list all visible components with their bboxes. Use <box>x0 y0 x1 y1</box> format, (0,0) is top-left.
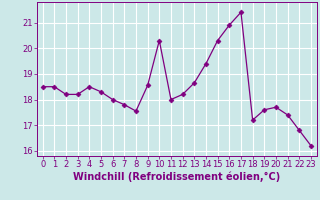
X-axis label: Windchill (Refroidissement éolien,°C): Windchill (Refroidissement éolien,°C) <box>73 172 280 182</box>
